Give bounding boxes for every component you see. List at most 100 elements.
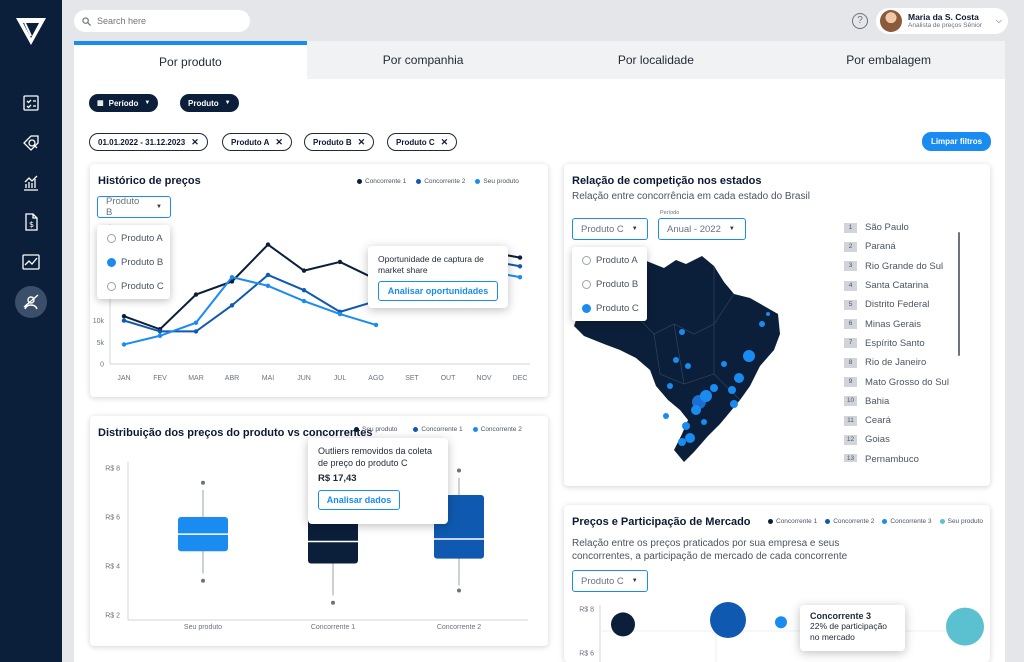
search-input[interactable] <box>97 16 227 26</box>
rank-badge: 11 <box>844 415 857 426</box>
outlier-point <box>457 468 461 473</box>
legend-item: Concorrente 2 <box>825 518 874 525</box>
tab-por-produto[interactable]: Por produto <box>74 41 307 79</box>
data-point <box>517 274 523 280</box>
state-list-item[interactable]: 5 Distrito Federal <box>836 295 964 314</box>
y-tick-label: R$ 2 <box>105 613 120 620</box>
select-value: Produto C <box>581 223 624 235</box>
option-produto-a[interactable]: Produto A <box>97 226 170 250</box>
tab-por-localidade[interactable]: Por localidade <box>617 53 694 67</box>
market-product-select[interactable]: Produto C ▼ <box>572 570 648 592</box>
trend-chart-icon[interactable] <box>19 250 43 274</box>
state-name: Minas Gerais <box>865 318 921 330</box>
state-name: Bahia <box>865 395 890 407</box>
close-icon[interactable]: ✕ <box>440 136 449 147</box>
legend-item: Concorrente 3 <box>882 518 932 525</box>
state-list-item[interactable]: 9 Mato Grosso do Sul <box>836 372 964 391</box>
x-tick-label: SET <box>405 375 419 382</box>
state-name: Santa Catarina <box>865 280 929 292</box>
rank-badge: 8 <box>844 357 857 368</box>
state-list-item[interactable]: 1 São Paulo <box>836 218 964 237</box>
y-tick-label: R$ 6 <box>105 515 120 522</box>
user-menu[interactable]: Maria da S. Costa Analista de preços Sên… <box>876 8 1008 34</box>
radio-icon <box>582 279 591 289</box>
chip-periodo[interactable]: 01.01.2022 - 31.12.2023 ✕ <box>89 133 208 151</box>
checklist-icon[interactable] <box>19 91 43 115</box>
period-caption: Período <box>660 210 680 216</box>
tag-search-icon[interactable] <box>19 131 43 155</box>
scrollbar[interactable] <box>958 232 960 356</box>
legend-item: Concorrente 1 <box>413 426 463 433</box>
periodo-filter-button[interactable]: ▦ Período ▼ <box>89 94 159 112</box>
bar-chart-icon[interactable] <box>19 171 43 195</box>
tab-por-embalagem[interactable]: Por embalagem <box>846 53 931 67</box>
history-product-select[interactable]: Produto B ▼ <box>97 196 171 218</box>
brazil-map <box>574 256 780 462</box>
rank-badge: 7 <box>844 338 857 349</box>
state-ranking-list[interactable]: 1 São Paulo 2 Paraná 3 Rio Grande do Sul 4 Sant… <box>836 218 964 462</box>
data-point <box>517 255 523 260</box>
data-point <box>121 318 127 323</box>
close-icon[interactable]: ✕ <box>357 136 366 147</box>
caret-down-icon: ▼ <box>156 204 162 210</box>
opportunity-tooltip: Oportunidade de captura de market share … <box>368 246 508 308</box>
clear-filters-button[interactable]: Limpar filtros <box>922 132 991 151</box>
y-tick-label: R$ 4 <box>105 564 120 571</box>
option-produto-c[interactable]: Produto C <box>97 274 170 298</box>
radio-icon <box>582 255 591 265</box>
history-product-dropdown: Produto A Produto B Produto C <box>97 225 170 299</box>
state-list-item[interactable]: 7 Espírito Santo <box>836 334 964 353</box>
option-produto-a[interactable]: Produto A <box>572 248 647 272</box>
caret-down-icon: ▼ <box>224 100 231 106</box>
outliers-tooltip: Outliers removidos da coleta de preço do… <box>308 438 448 524</box>
tab-por-companhia[interactable]: Por companhia <box>382 53 464 67</box>
close-icon[interactable]: ✕ <box>191 136 199 147</box>
chip-label: Produto B <box>313 137 352 147</box>
option-produto-b[interactable]: Produto B <box>97 250 170 274</box>
tab-bar: Por produto Por companhia Por localidade… <box>74 41 1005 79</box>
state-list-item[interactable]: 12 Goias <box>836 430 964 449</box>
state-list-item[interactable]: 6 Minas Gerais <box>836 314 964 333</box>
market-analysis-icon[interactable] <box>15 286 47 318</box>
data-point <box>517 264 523 269</box>
market-title: Preços e Participação de Mercado <box>572 516 751 528</box>
y-tick-label: 0 <box>100 362 104 369</box>
state-list-item[interactable]: 3 Rio Grande do Sul <box>836 257 964 276</box>
option-produto-b[interactable]: Produto B <box>572 272 647 296</box>
market-bubble-chart: R$ 6 R$ 8 <box>579 602 984 662</box>
produto-label: Produto <box>188 98 219 108</box>
y-tick-label: R$ 8 <box>579 607 594 614</box>
chip-produto-b[interactable]: Produto B ✕ <box>304 133 375 151</box>
invoice-icon[interactable]: $ <box>19 210 43 234</box>
rank-badge: 1 <box>844 222 857 233</box>
chip-produto-a[interactable]: Produto A ✕ <box>222 133 292 151</box>
state-list-item[interactable]: 13 Pernambuco <box>836 450 964 462</box>
history-card: Histórico de preços Concorrente 1 Concor… <box>90 164 548 397</box>
logo-icon[interactable] <box>14 14 48 48</box>
history-title: Histórico de preços <box>98 175 201 187</box>
state-list-item[interactable]: 10 Bahia <box>836 392 964 411</box>
state-list-item[interactable]: 8 Rio de Janeiro <box>836 353 964 372</box>
competition-product-select[interactable]: Produto C ▼ <box>572 218 648 240</box>
produto-filter-button[interactable]: Produto ▼ <box>180 94 239 112</box>
search-bar[interactable] <box>74 10 250 32</box>
chip-produto-c[interactable]: Produto C ✕ <box>387 133 458 151</box>
state-list-item[interactable]: 11 Ceará <box>836 411 964 430</box>
state-list-item[interactable]: 4 Santa Catarina <box>836 276 964 295</box>
state-name: Paraná <box>865 241 896 253</box>
x-tick-label: AGO <box>368 375 384 382</box>
data-point <box>193 320 199 325</box>
data-point <box>157 329 163 334</box>
data-point <box>193 329 199 334</box>
search-icon <box>82 16 91 26</box>
rank-badge: 6 <box>844 319 857 330</box>
analyze-data-button[interactable]: Analisar dados <box>318 490 400 511</box>
close-icon[interactable]: ✕ <box>275 136 283 147</box>
help-icon[interactable]: ? <box>852 13 868 29</box>
market-card: Preços e Participação de Mercado Concorr… <box>564 505 990 662</box>
competition-period-select[interactable]: Anual - 2022 ▼ <box>658 218 746 240</box>
bubble <box>946 607 984 646</box>
state-list-item[interactable]: 2 Paraná <box>836 237 964 256</box>
option-produto-c[interactable]: Produto C <box>572 296 647 320</box>
analyze-opportunities-button[interactable]: Analisar oportunidades <box>378 281 498 302</box>
